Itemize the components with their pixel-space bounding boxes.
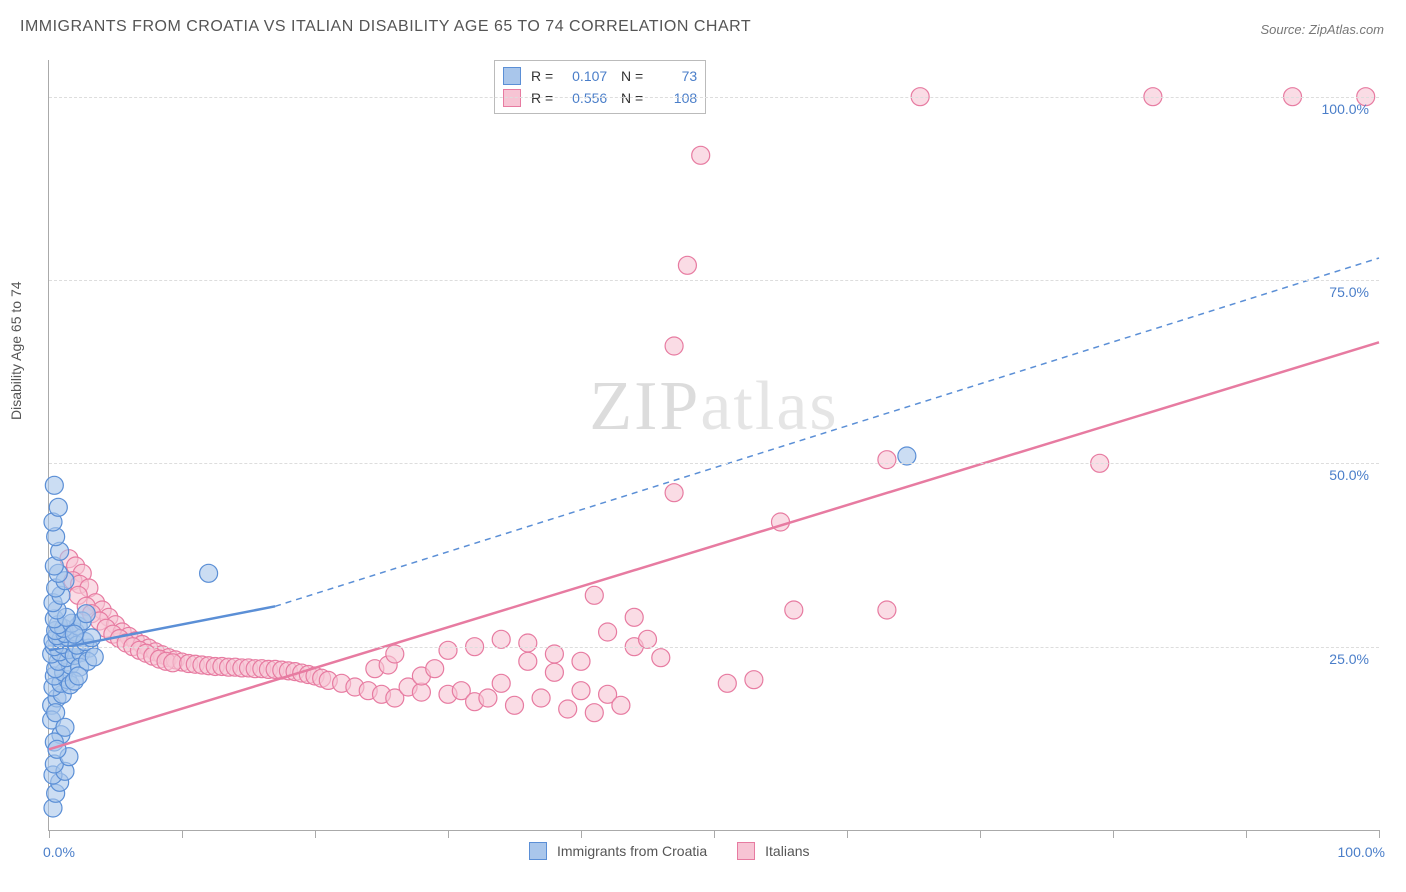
data-point: [785, 601, 803, 619]
data-point: [545, 663, 563, 681]
x-tick: [1113, 830, 1114, 838]
data-point: [585, 704, 603, 722]
x-tick: [980, 830, 981, 838]
stats-row-italians: R = 0.556 N = 108: [503, 87, 697, 109]
x-label-right: 100.0%: [1338, 844, 1385, 860]
data-point: [519, 634, 537, 652]
stat-r-label: R =: [531, 65, 553, 87]
data-point: [492, 630, 510, 648]
legend-item-italians: Italians: [737, 842, 809, 860]
data-point: [665, 484, 683, 502]
data-point: [898, 447, 916, 465]
swatch-italians: [503, 89, 521, 107]
data-point: [745, 671, 763, 689]
data-point: [49, 498, 67, 516]
data-point: [506, 696, 524, 714]
x-tick: [1246, 830, 1247, 838]
y-tick-label: 50.0%: [1329, 467, 1369, 483]
data-point: [77, 605, 95, 623]
stat-r-italians: 0.556: [559, 87, 607, 109]
x-tick: [1379, 830, 1380, 838]
data-point: [878, 451, 896, 469]
data-point: [439, 641, 457, 659]
data-point: [426, 660, 444, 678]
stat-r-label: R =: [531, 87, 553, 109]
data-point: [599, 623, 617, 641]
data-point: [65, 625, 83, 643]
x-tick: [182, 830, 183, 838]
y-tick-label: 75.0%: [1329, 284, 1369, 300]
data-point: [692, 146, 710, 164]
stats-row-croatia: R = 0.107 N = 73: [503, 65, 697, 87]
data-point: [545, 645, 563, 663]
plot-svg: [49, 60, 1379, 830]
y-tick-label: 100.0%: [1322, 101, 1369, 117]
trend-line: [49, 342, 1379, 749]
data-point: [85, 648, 103, 666]
x-tick: [448, 830, 449, 838]
data-point: [878, 601, 896, 619]
data-point: [532, 689, 550, 707]
data-point: [519, 652, 537, 670]
x-tick: [581, 830, 582, 838]
data-point: [479, 689, 497, 707]
data-point: [412, 683, 430, 701]
y-axis-label: Disability Age 65 to 74: [8, 281, 24, 420]
x-tick: [847, 830, 848, 838]
x-tick: [714, 830, 715, 838]
legend-swatch-croatia: [529, 842, 547, 860]
stat-n-label: N =: [613, 65, 643, 87]
data-point: [625, 608, 643, 626]
trend-line-extrapolated: [275, 258, 1379, 606]
x-label-left: 0.0%: [43, 844, 75, 860]
legend-label-italians: Italians: [765, 843, 809, 859]
data-point: [200, 564, 218, 582]
gridline-h: [49, 280, 1379, 281]
data-point: [678, 256, 696, 274]
legend: Immigrants from Croatia Italians: [529, 842, 810, 860]
chart-area: ZIPatlas R = 0.107 N = 73 R = 0.556 N = …: [48, 60, 1379, 831]
data-point: [572, 682, 590, 700]
data-point: [718, 674, 736, 692]
source-label: Source: ZipAtlas.com: [1260, 22, 1384, 37]
data-point: [164, 654, 182, 672]
stat-r-croatia: 0.107: [559, 65, 607, 87]
data-point: [652, 649, 670, 667]
data-point: [69, 667, 87, 685]
stat-n-croatia: 73: [649, 65, 697, 87]
stat-n-italians: 108: [649, 87, 697, 109]
chart-title: IMMIGRANTS FROM CROATIA VS ITALIAN DISAB…: [20, 18, 751, 36]
legend-item-croatia: Immigrants from Croatia: [529, 842, 707, 860]
data-point: [386, 645, 404, 663]
x-tick: [49, 830, 50, 838]
data-point: [639, 630, 657, 648]
data-point: [585, 586, 603, 604]
data-point: [45, 476, 63, 494]
data-point: [572, 652, 590, 670]
data-point: [492, 674, 510, 692]
y-tick-label: 25.0%: [1329, 651, 1369, 667]
data-point: [612, 696, 630, 714]
legend-label-croatia: Immigrants from Croatia: [557, 843, 707, 859]
gridline-h: [49, 647, 1379, 648]
data-point: [665, 337, 683, 355]
x-tick: [315, 830, 316, 838]
legend-swatch-italians: [737, 842, 755, 860]
gridline-h: [49, 97, 1379, 98]
gridline-h: [49, 463, 1379, 464]
stat-n-label: N =: [613, 87, 643, 109]
swatch-croatia: [503, 67, 521, 85]
stats-box: R = 0.107 N = 73 R = 0.556 N = 108: [494, 60, 706, 114]
data-point: [559, 700, 577, 718]
